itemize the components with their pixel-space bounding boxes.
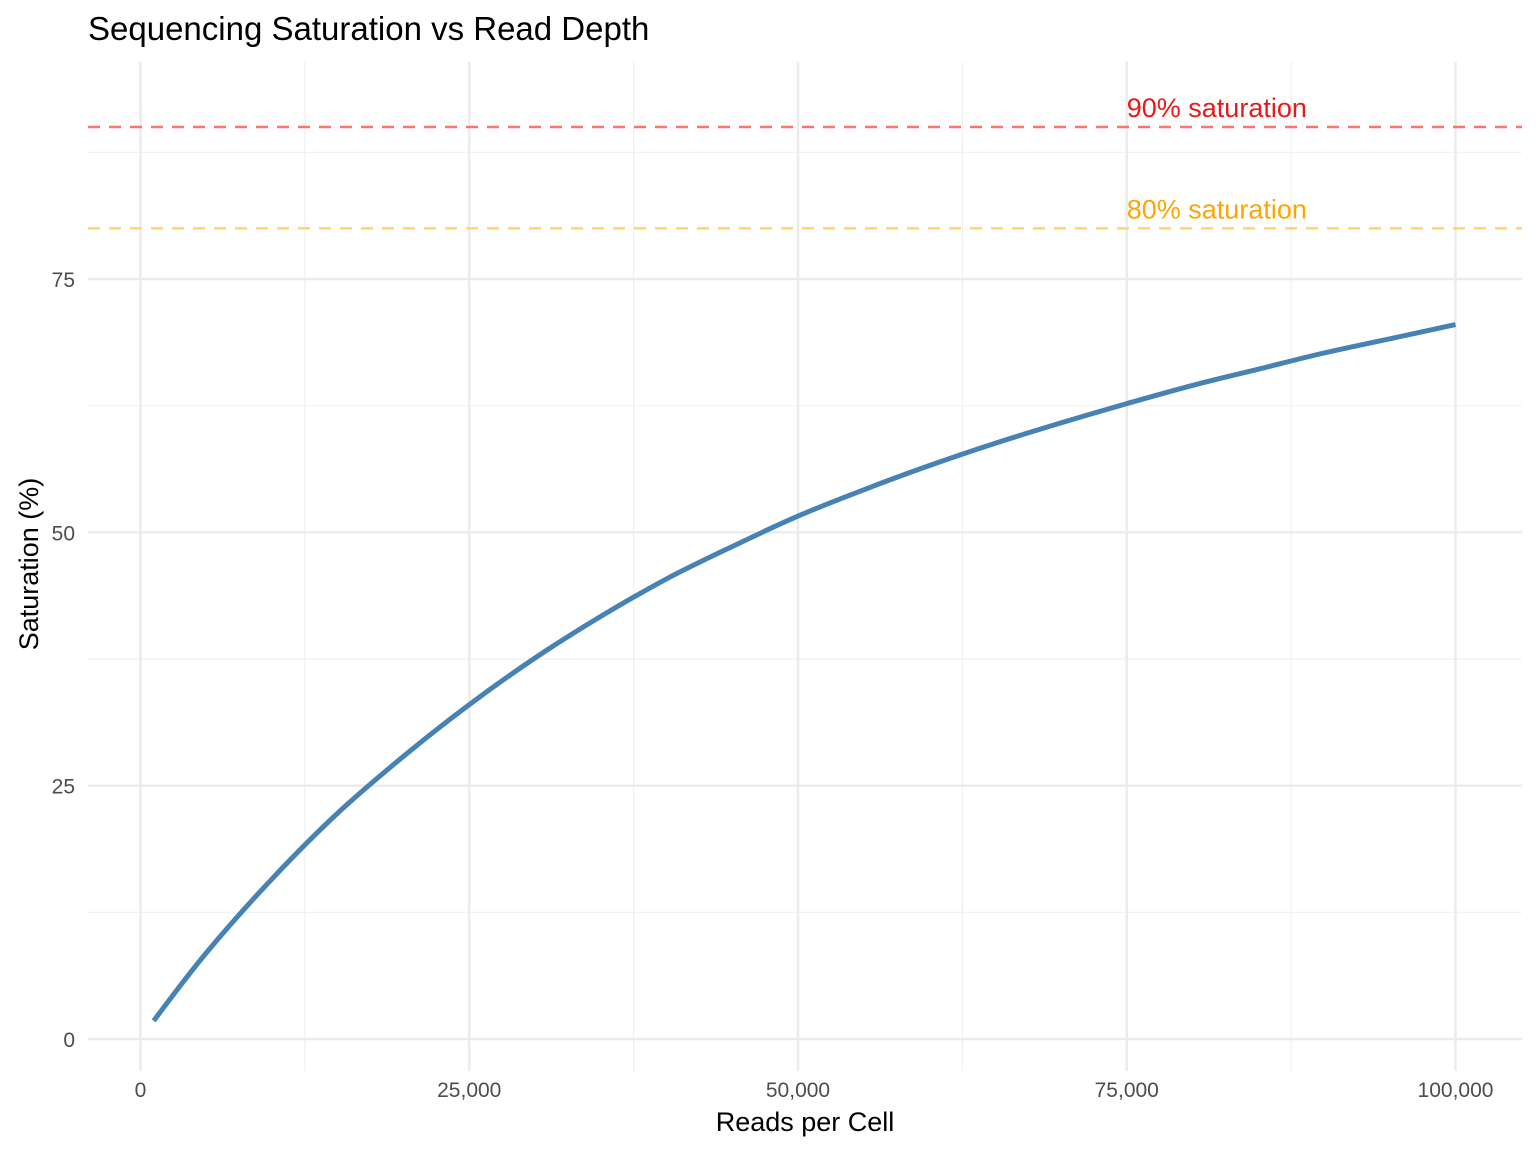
x-tick-label: 75,000 [1095, 1079, 1159, 1102]
x-tick-label: 0 [135, 1079, 147, 1102]
reference-lines: 90% saturation 80% saturation [88, 93, 1522, 230]
x-axis-label: Reads per Cell [716, 1107, 895, 1137]
minor-gridlines [88, 62, 1522, 1071]
series-layer [151, 322, 1457, 1023]
major-gridlines [88, 62, 1522, 1071]
y-tick-label: 25 [52, 776, 75, 799]
y-tick-label: 0 [63, 1029, 75, 1052]
x-tick-label: 100,000 [1418, 1079, 1494, 1102]
x-axis-tick-labels: 0 25,000 50,000 75,000 100,000 [135, 1079, 1494, 1102]
chart-title: Sequencing Saturation vs Read Depth [88, 10, 649, 47]
saturation-series-line [151, 322, 1457, 1023]
y-axis-tick-labels: 0 25 50 75 [52, 269, 75, 1052]
y-tick-label: 75 [52, 269, 75, 292]
reference-line-label: 90% saturation [1127, 93, 1307, 123]
y-axis-label: Saturation (%) [14, 478, 44, 651]
x-tick-label: 50,000 [766, 1079, 830, 1102]
x-tick-label: 25,000 [437, 1079, 501, 1102]
y-tick-label: 50 [52, 522, 75, 545]
reference-line-label: 80% saturation [1127, 194, 1307, 224]
